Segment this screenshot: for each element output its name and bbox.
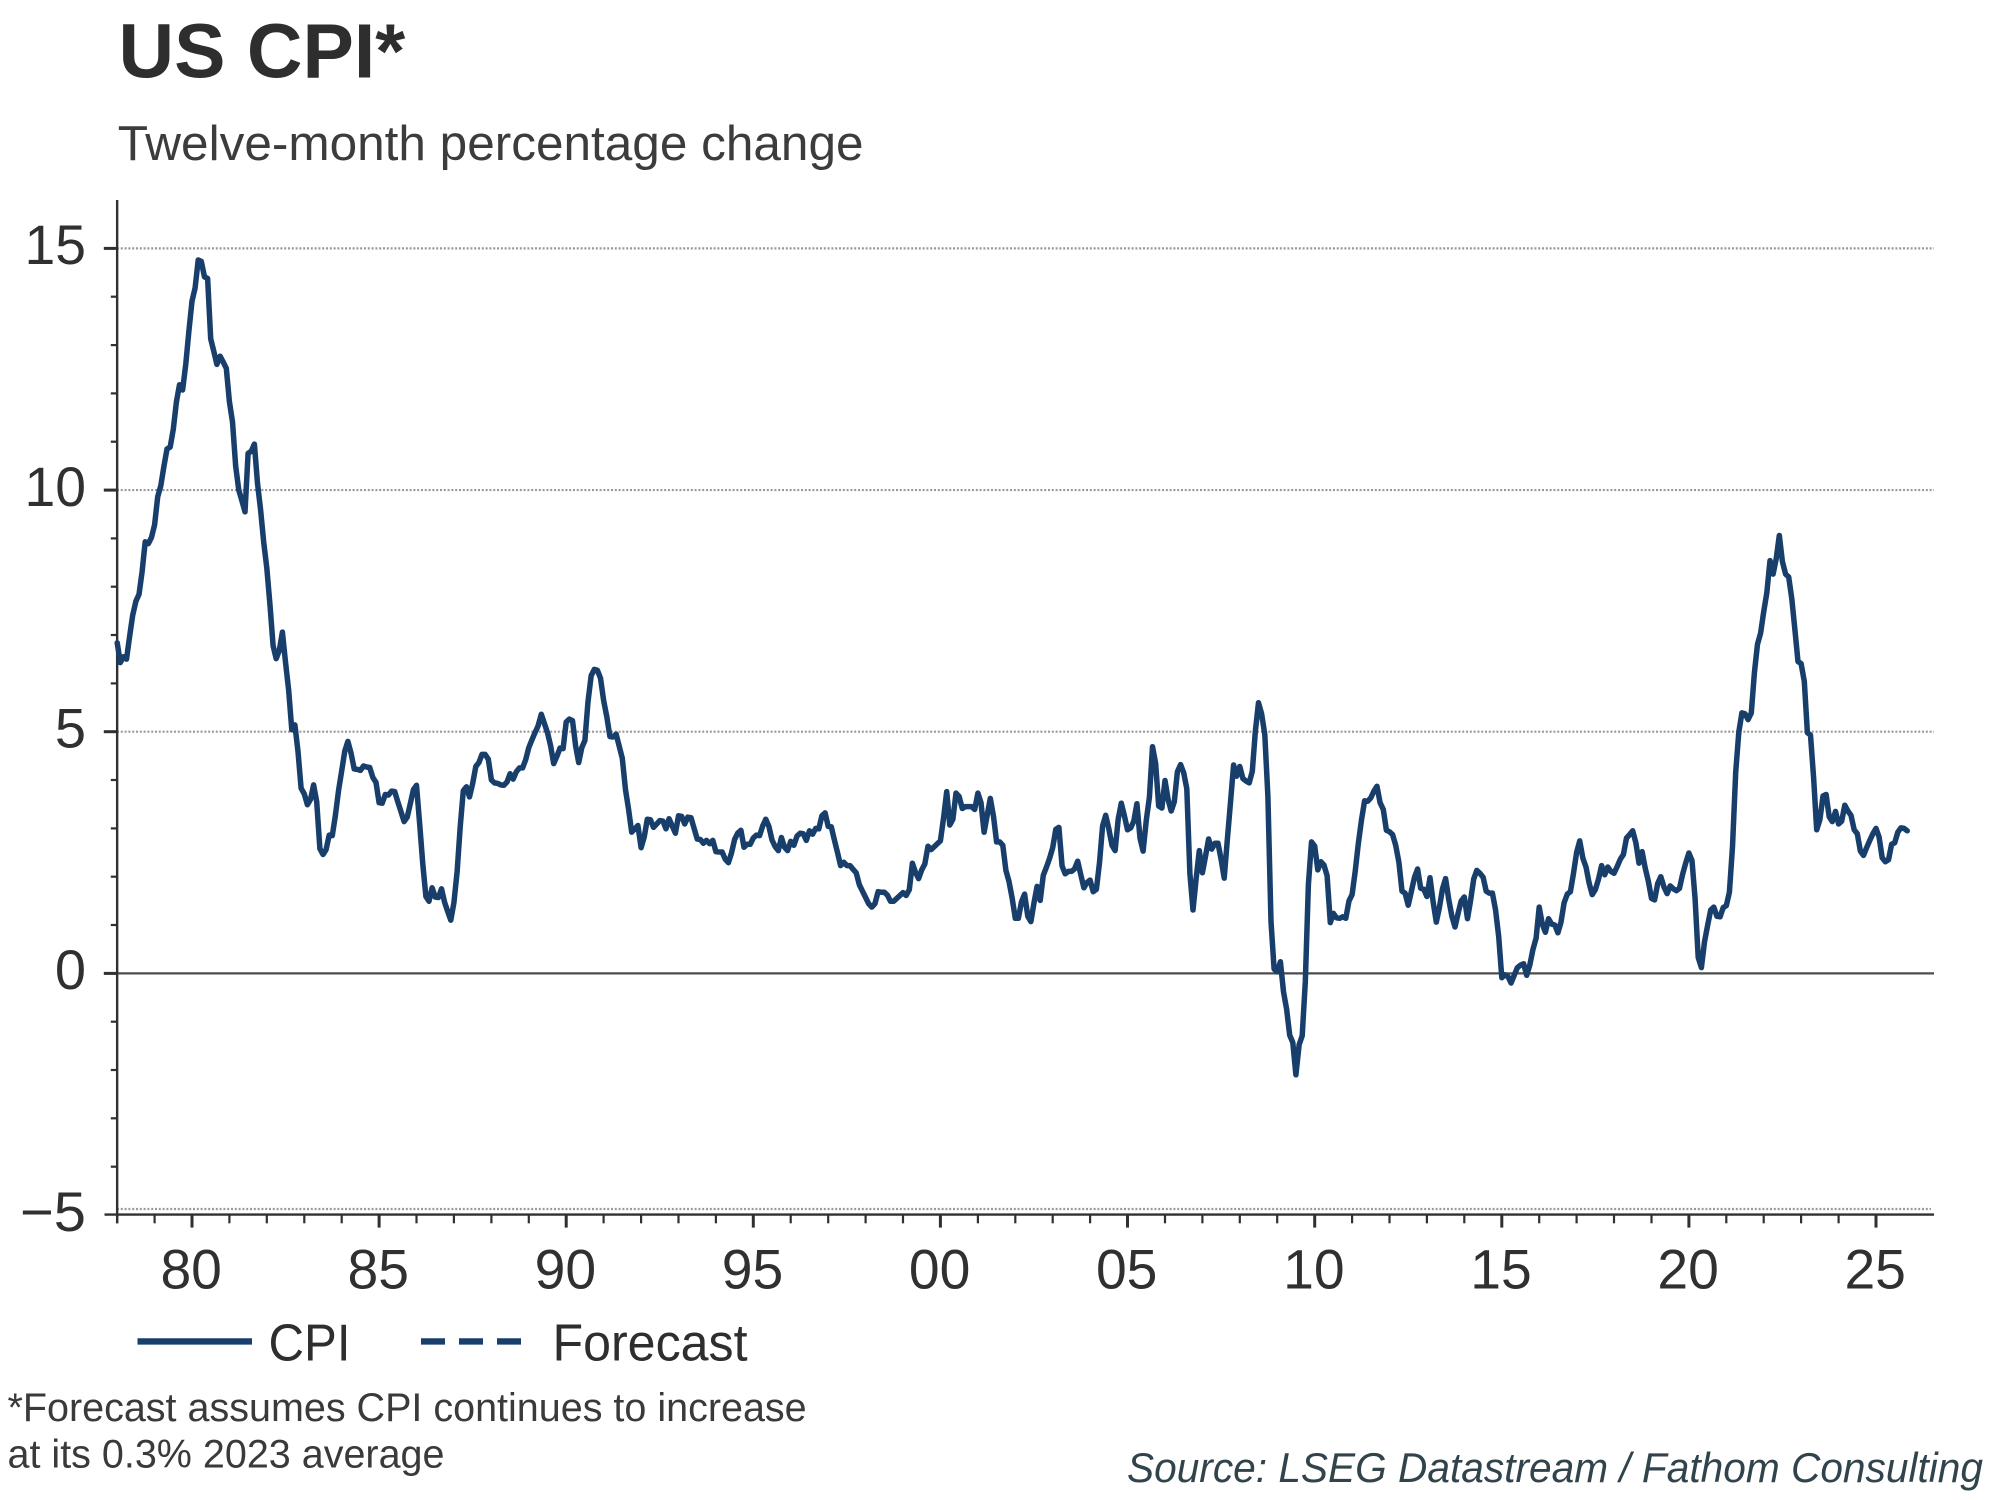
svg-text:Twelve-month percentage change: Twelve-month percentage change	[118, 116, 864, 171]
svg-text:15: 15	[25, 213, 87, 276]
svg-text:−5: −5	[20, 1180, 86, 1243]
svg-text:at its 0.3% 2023 average: at its 0.3% 2023 average	[8, 1433, 445, 1477]
svg-text:US CPI*: US CPI*	[119, 9, 406, 95]
svg-text:90: 90	[535, 1237, 597, 1300]
svg-text:10: 10	[25, 455, 87, 518]
svg-text:80: 80	[160, 1237, 222, 1300]
svg-text:15: 15	[1470, 1237, 1532, 1300]
svg-text:Forecast: Forecast	[553, 1315, 749, 1373]
svg-text:10: 10	[1283, 1237, 1345, 1300]
svg-text:00: 00	[909, 1237, 971, 1300]
svg-text:25: 25	[1844, 1237, 1906, 1300]
svg-text:*Forecast assumes CPI continue: *Forecast assumes CPI continues to incre…	[8, 1386, 807, 1430]
svg-text:0: 0	[55, 938, 86, 1001]
svg-text:95: 95	[722, 1237, 784, 1300]
svg-text:85: 85	[348, 1237, 410, 1300]
svg-text:5: 5	[55, 697, 86, 760]
svg-text:CPI: CPI	[269, 1315, 351, 1373]
svg-text:05: 05	[1096, 1237, 1158, 1300]
svg-text:20: 20	[1657, 1237, 1719, 1300]
svg-text:Source: LSEG Datastream / Fath: Source: LSEG Datastream / Fathom Consult…	[1127, 1444, 1983, 1491]
